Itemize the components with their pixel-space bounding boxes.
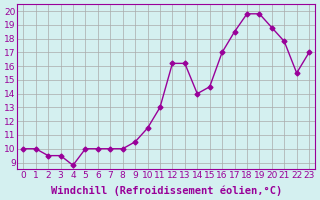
X-axis label: Windchill (Refroidissement éolien,°C): Windchill (Refroidissement éolien,°C) [51,185,282,196]
